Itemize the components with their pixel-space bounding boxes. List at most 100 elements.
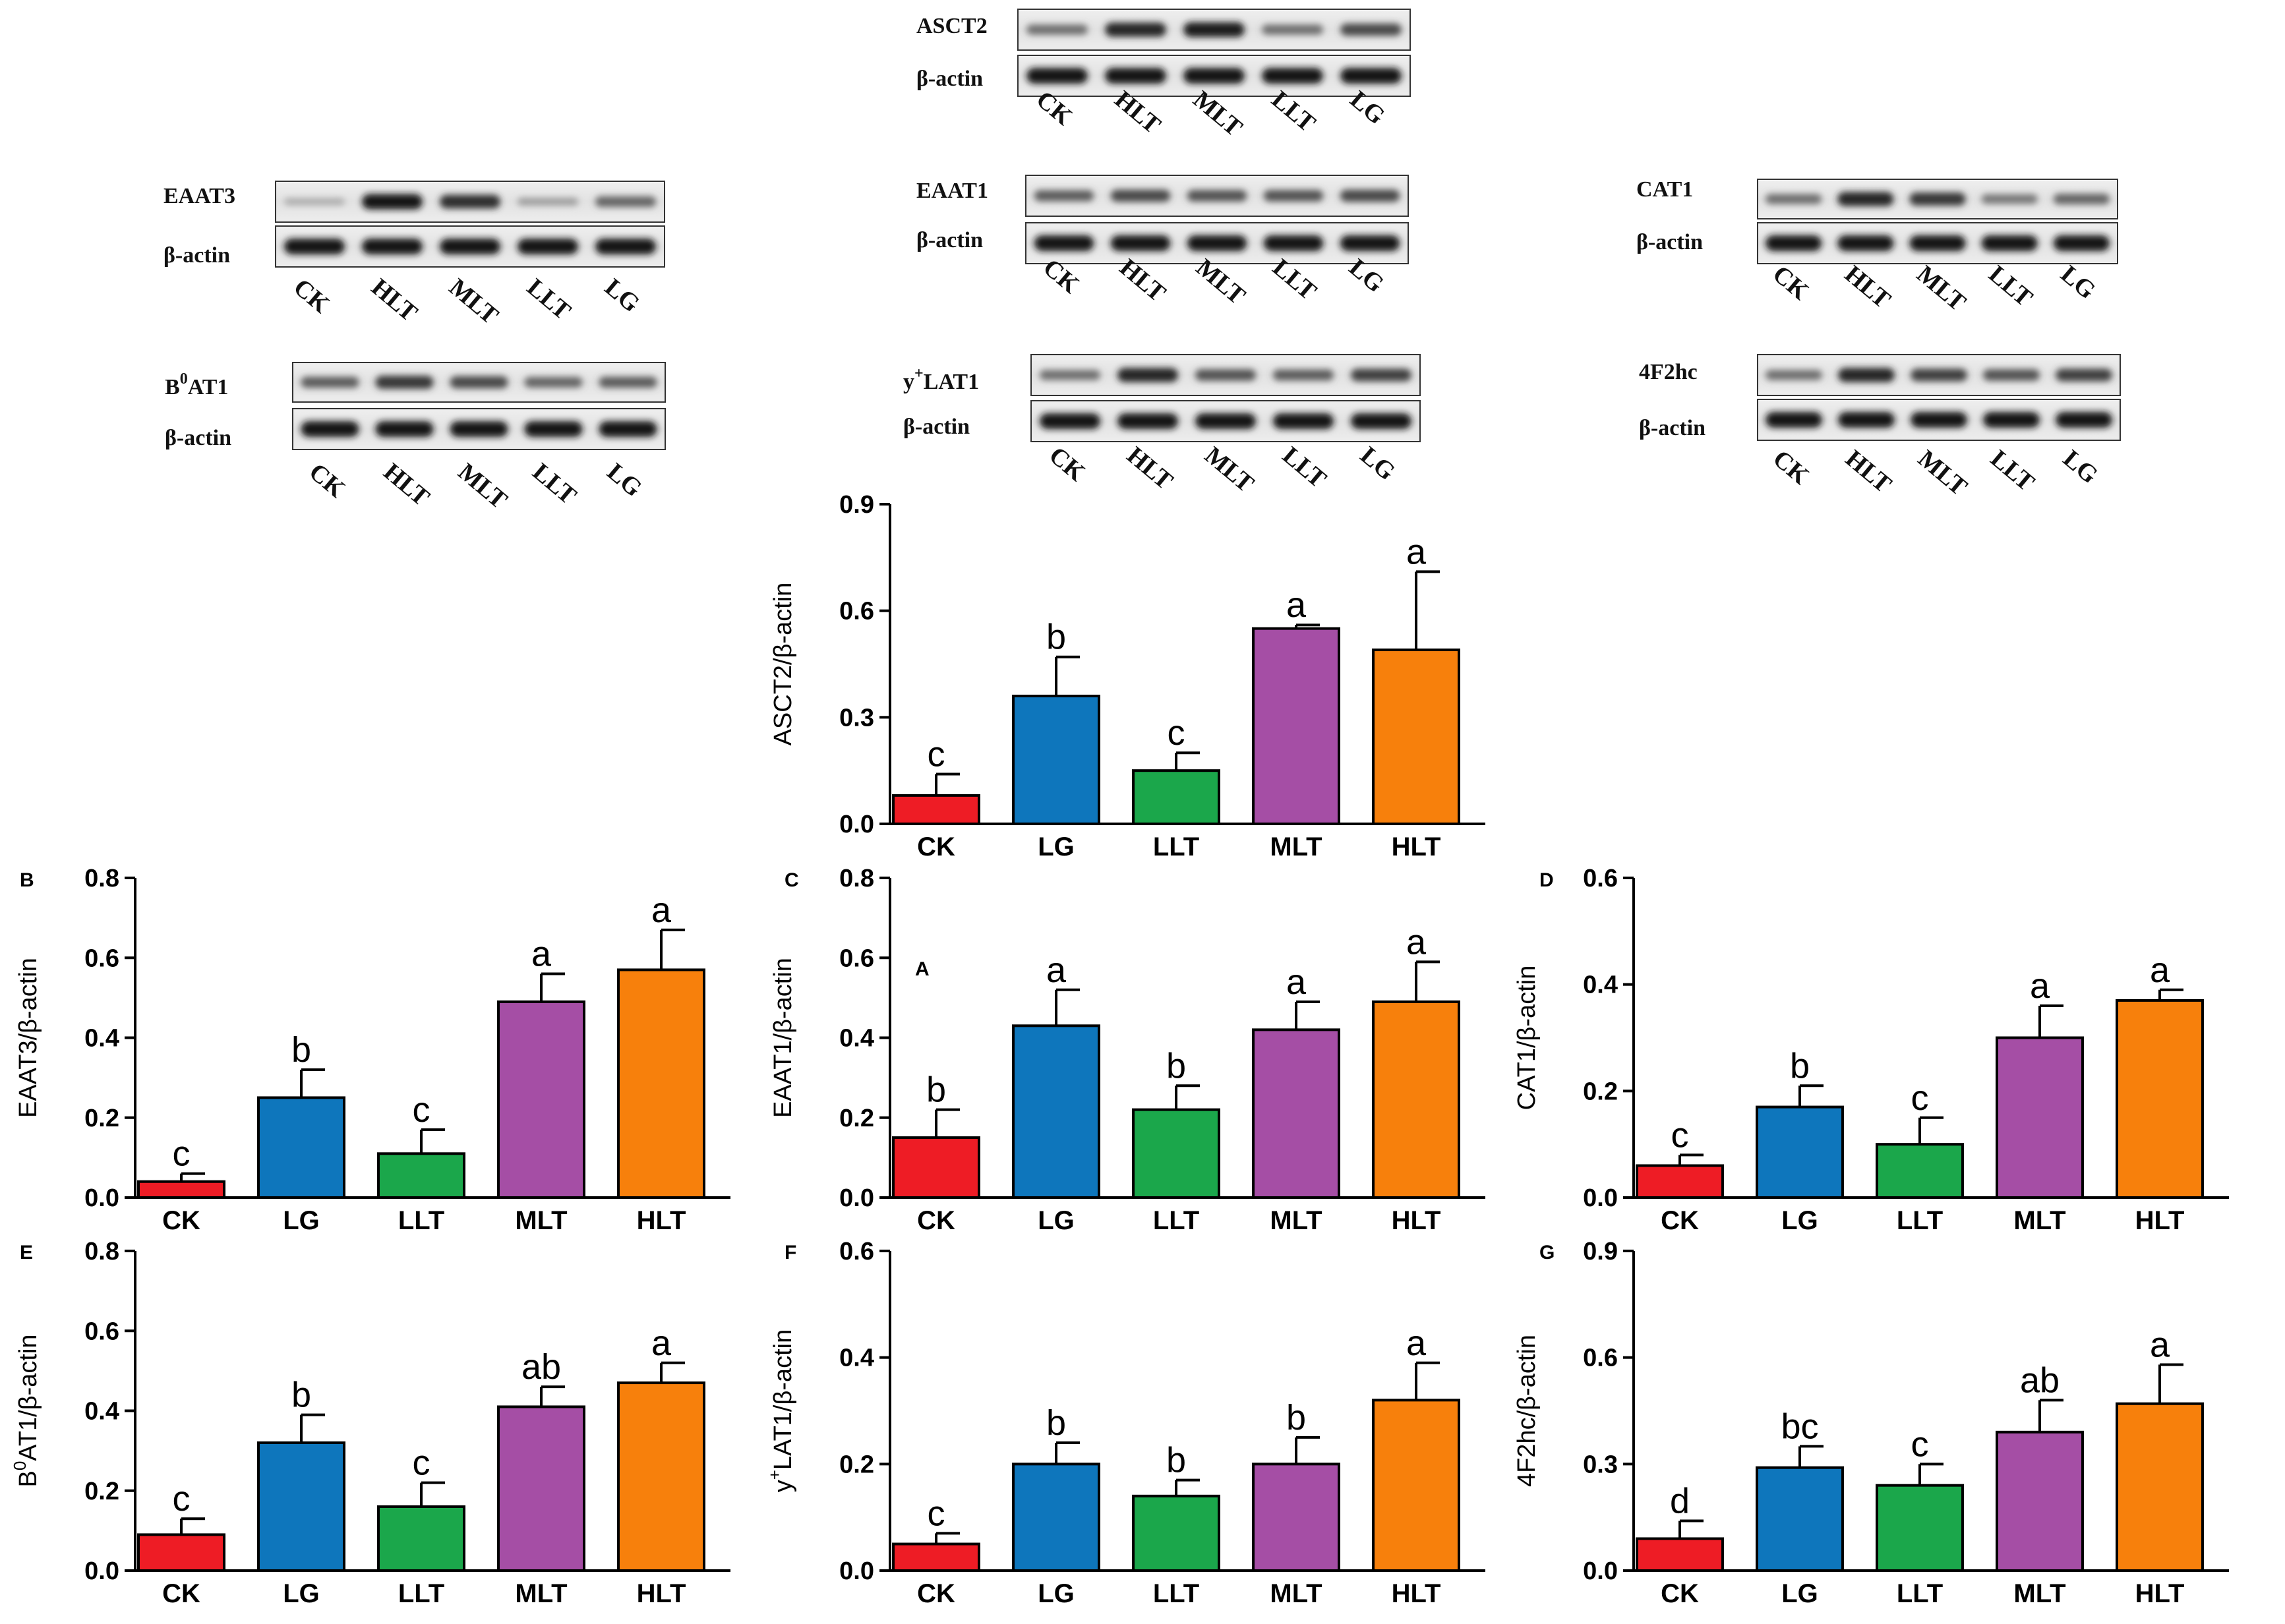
protein-band [1272, 369, 1334, 381]
protein-band [301, 376, 359, 388]
y-axis-label: EAAT3/β-actin [15, 958, 42, 1118]
actin-band [301, 421, 359, 437]
y-axis-label: 4F2hc/β-actin [1513, 1335, 1541, 1487]
actin-band [439, 239, 501, 254]
protein-band [2053, 194, 2110, 204]
x-tick-label: HLT [637, 1579, 686, 1608]
significance-letter: c [1911, 1424, 1929, 1464]
x-tick-label: HLT [637, 1206, 686, 1235]
chart-f: F 0.0 0.2 0.4 0.6 y+LAT1/β-actin c CK b LG b LLT b ML… [765, 1238, 1485, 1608]
blot-label: y+LAT1 [903, 365, 979, 394]
x-tick-label: LLT [398, 1206, 444, 1235]
blot-b0at1: B0AT1 β-actin CK HLT MLT LLT LG [165, 362, 666, 514]
bar-llt [1132, 1494, 1220, 1572]
x-tick-label: CK [162, 1206, 200, 1235]
chart-d: D 0.0 0.2 0.4 0.6 CAT1/β-actin c CK b LG c LLT a MLT a… [1513, 865, 2229, 1235]
blot-label: ASCT2 [916, 14, 988, 38]
chart-b: B 0.0 0.2 0.4 0.6 0.8 EAAT3/β-actin c CK b LG c LLT a… [15, 865, 730, 1235]
x-tick-label: MLT [1270, 1579, 1322, 1608]
y-tick-label: 0.0 [839, 1557, 874, 1585]
y-tick-label: 0.0 [1583, 1184, 1618, 1212]
actin-band [1187, 235, 1247, 251]
actin-band [2056, 412, 2112, 428]
protein-band [450, 376, 508, 389]
protein-band [1340, 23, 1402, 36]
protein-band [595, 196, 657, 207]
x-tick-label: LG [1038, 1206, 1075, 1235]
significance-letter: d [1670, 1482, 1690, 1521]
bar-hlt [2116, 1402, 2204, 1572]
protein-band [1350, 368, 1412, 382]
y-tick-label: 0.2 [1583, 1078, 1618, 1105]
protein-band [1195, 369, 1257, 381]
actin-band [595, 239, 657, 254]
y-axis-label: y+LAT1/β-actin [765, 1329, 797, 1493]
lane-label: LLT [1983, 260, 2038, 312]
protein-band [1766, 194, 1822, 204]
bar-ck [892, 1542, 980, 1572]
actin-label: β-actin [163, 243, 230, 268]
lane-label: MLT [444, 274, 504, 330]
protein-band [1183, 22, 1245, 38]
significance-letter: ab [2020, 1360, 2060, 1400]
significance-letter: a [531, 935, 552, 974]
actin-band [1263, 235, 1324, 251]
y-tick-label: 0.0 [84, 1184, 119, 1212]
y-tick-label: 0.4 [839, 1345, 874, 1372]
significance-letter: b [1046, 618, 1066, 657]
blot-4f2hc: 4F2hc β-actin CK HLT MLT LLT LG [1639, 354, 2121, 501]
bar-hlt [2116, 999, 2204, 1199]
chart-e: E 0.0 0.2 0.4 0.6 0.8 B0AT1/β-actin c CK b LG c LLT a… [10, 1238, 730, 1608]
bar-hlt [617, 1381, 705, 1572]
actin-band [1034, 235, 1094, 251]
x-tick-label: CK [1661, 1206, 1699, 1235]
panel-letter: E [20, 1242, 33, 1263]
y-tick-label: 0.4 [84, 1025, 119, 1053]
actin-band [1117, 413, 1179, 429]
protein-band [1117, 368, 1179, 382]
y-tick-label: 0.8 [839, 865, 874, 892]
protein-band [2056, 368, 2112, 382]
panel-letter: D [1539, 869, 1554, 891]
bar-ck [1636, 1537, 1724, 1572]
significance-letter: b [1286, 1398, 1306, 1437]
y-tick-label: 0.0 [84, 1557, 119, 1585]
protein-band [524, 377, 583, 388]
actin-band [1909, 235, 1966, 251]
y-tick-label: 0.3 [1583, 1451, 1618, 1478]
protein-band [361, 194, 423, 210]
protein-band [1026, 24, 1088, 35]
y-axis-label: EAAT1/β-actin [769, 958, 797, 1118]
y-tick-label: 0.6 [839, 598, 874, 625]
x-tick-label: CK [1661, 1579, 1699, 1608]
protein-band [439, 194, 501, 209]
blot-label: CAT1 [1636, 177, 1693, 202]
blot-cat1: CAT1 β-actin CK HLT MLT LLT LG [1636, 177, 2118, 316]
protein-band [1262, 24, 1323, 35]
actin-band [1195, 413, 1257, 429]
actin-band [1340, 235, 1400, 251]
y-tick-label: 0.4 [839, 1025, 874, 1053]
panel-letter: A [915, 958, 930, 980]
actin-band [1262, 68, 1323, 84]
significance-letter: a [2150, 1325, 2170, 1364]
significance-letter: b [1166, 1441, 1186, 1480]
significance-letter: a [651, 1323, 672, 1363]
bar-mlt [497, 1405, 585, 1572]
actin-band [1981, 235, 2038, 251]
y-axis-label: B0AT1/β-actin [10, 1334, 42, 1487]
x-tick-label: HLT [2135, 1206, 2185, 1235]
protein-band [1340, 189, 1400, 202]
panel-letter: F [785, 1242, 796, 1263]
chart-a: A 0.0 0.3 0.6 0.9 ASCT2/β-actin c CK b LG c LLT a MLT… [769, 491, 1485, 980]
significance-letter: a [2150, 950, 2170, 990]
protein-band [1263, 190, 1324, 202]
bar-llt [1876, 1484, 1964, 1573]
protein-band [1105, 22, 1166, 37]
panel-letter: G [1539, 1242, 1555, 1263]
x-tick-label: LG [1781, 1579, 1818, 1608]
actin-band [1837, 235, 1894, 251]
significance-letter: a [1406, 1323, 1427, 1363]
protein-band [517, 198, 579, 206]
